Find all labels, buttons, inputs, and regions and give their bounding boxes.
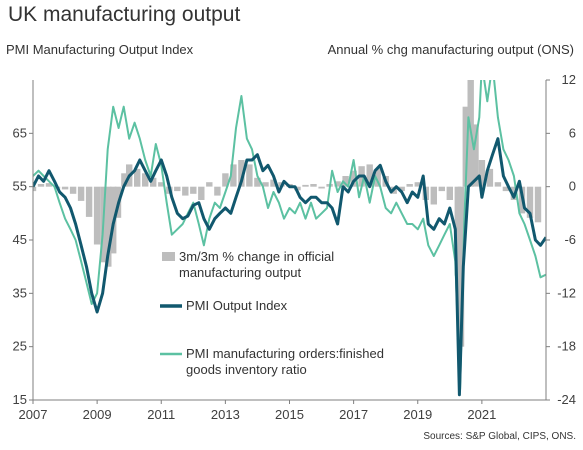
- bar-mark: [430, 186, 437, 205]
- right-axis-label: Annual % chg manufacturing output (ONS): [327, 42, 574, 57]
- bar-mark: [246, 164, 253, 187]
- left-tick-label: 45: [13, 232, 27, 247]
- x-tick-label: 2011: [147, 407, 175, 422]
- bar-mark: [398, 186, 405, 192]
- bar-mark: [142, 173, 149, 187]
- bar-mark: [198, 186, 205, 200]
- bar-mark: [414, 182, 421, 187]
- legend-label-line: goods inventory ratio: [186, 362, 307, 377]
- pmi-output-line: [33, 137, 546, 397]
- x-tick-label: 2013: [211, 407, 240, 422]
- bar-mark: [342, 176, 349, 187]
- right-tick-label: 0: [569, 179, 576, 194]
- x-tick-label: 2021: [467, 407, 496, 422]
- bar-mark: [446, 186, 453, 200]
- bar-mark: [150, 177, 157, 187]
- x-tick-label: 2007: [19, 407, 48, 422]
- right-tick-label: 12: [562, 72, 576, 87]
- legend-label-line: manufacturing output: [179, 265, 302, 280]
- bar-mark: [457, 186, 465, 347]
- bar-mark: [93, 186, 101, 245]
- right-tick-label: -24: [557, 392, 576, 407]
- chart-title: UK manufacturing output: [8, 3, 241, 26]
- bar-mark: [37, 184, 45, 187]
- bar-mark: [134, 168, 141, 187]
- bar-mark: [350, 170, 357, 187]
- bar-mark: [77, 186, 85, 201]
- bar-mark: [262, 182, 269, 187]
- bar-mark: [69, 186, 77, 194]
- left-tick-label: 15: [13, 392, 27, 407]
- bar-mark: [310, 184, 317, 187]
- bar-mark: [334, 181, 341, 187]
- bar-mark: [270, 179, 277, 187]
- bar-mark: [158, 182, 165, 187]
- left-tick-label: 25: [13, 339, 27, 354]
- right-tick-label: -18: [557, 339, 576, 354]
- legend: 3m/3m % change in official manufacturing …: [160, 249, 384, 377]
- line-series-group: [33, 80, 546, 397]
- bar-mark: [121, 173, 128, 187]
- bar-mark: [105, 186, 112, 267]
- bar-mark: [302, 184, 309, 187]
- left-tick-label: 55: [13, 179, 27, 194]
- left-tick-label: 65: [13, 125, 27, 140]
- bar-mark: [238, 160, 245, 187]
- bar-mark: [33, 186, 37, 192]
- legend-label: 3m/3m % change in official manufacturing …: [179, 249, 334, 280]
- bar-mark: [494, 182, 502, 187]
- source-note: Sources: S&P Global, CIPS, ONS.: [423, 431, 576, 442]
- bar-mark: [254, 177, 261, 187]
- right-tick-label: -6: [564, 232, 576, 247]
- bar-mark: [472, 124, 479, 187]
- right-tick-label: -12: [557, 285, 576, 300]
- bar-mark: [45, 183, 53, 187]
- x-tick-label: 2015: [275, 407, 304, 422]
- x-tick-label: 2019: [403, 407, 432, 422]
- bar-mark: [214, 186, 221, 196]
- right-tick-label: 6: [569, 125, 576, 140]
- legend-swatch-bars: [162, 252, 175, 261]
- bar-mark: [182, 186, 189, 196]
- bar-mark: [206, 182, 213, 187]
- x-tick-label: 2017: [339, 407, 368, 422]
- legend-label: PMI Output Index: [186, 298, 288, 313]
- legend-label-line: PMI manufacturing orders:finished: [186, 346, 384, 361]
- bar-mark: [85, 186, 93, 217]
- x-tick-label: 2009: [83, 407, 112, 422]
- axes-group: 15 25 35 45 55 65 -24 -18 -12 -6 0 6 12 2007 2009 2011 2…: [13, 72, 576, 422]
- left-tick-label: 35: [13, 285, 27, 300]
- bar-mark: [174, 186, 181, 192]
- bar-mark: [366, 164, 373, 187]
- bar-mark: [190, 186, 197, 194]
- bar-mark: [502, 186, 510, 192]
- bar-mark: [230, 164, 237, 187]
- legend-label-line: PMI Output Index: [186, 298, 288, 313]
- bar-mark: [526, 186, 534, 218]
- bar-mark: [222, 173, 229, 187]
- legend-label: PMI manufacturing orders:finished goods i…: [186, 346, 384, 377]
- bar-mark: [374, 168, 381, 187]
- bar-mark: [534, 186, 542, 223]
- bar-mark: [438, 186, 445, 192]
- bar-mark: [462, 106, 469, 187]
- bar-mark: [486, 168, 494, 187]
- left-axis-label: PMI Manufacturing Output Index: [6, 42, 194, 57]
- bar-mark: [318, 186, 325, 189]
- legend-label-line: 3m/3m % change in official: [179, 249, 334, 264]
- bar-mark: [478, 160, 486, 187]
- bar-mark: [406, 184, 413, 187]
- bar-mark: [61, 186, 69, 190]
